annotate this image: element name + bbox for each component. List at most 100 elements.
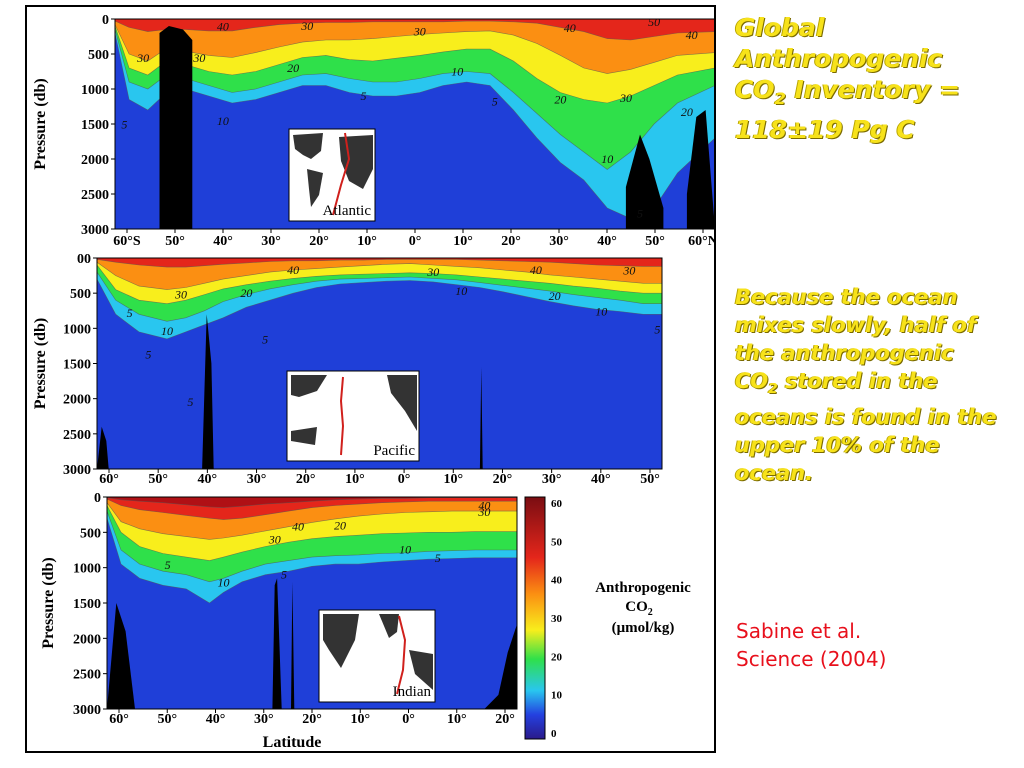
figure-frame: 40 30 30 40 50 40 30 30 20 10 5 5 20 30 20 10 5 10 5 Atlant…: [25, 5, 716, 753]
contour-label: 5: [654, 323, 660, 337]
x-tick-label: 30°: [254, 712, 274, 727]
contour-label: 40: [530, 263, 542, 277]
seafloor-ridge-1: [272, 578, 282, 709]
y-tick-label: 500: [88, 48, 109, 63]
x-tick-label: 10°: [447, 712, 467, 727]
x-tick-label: 0°: [402, 712, 415, 727]
contour-label: 20: [549, 289, 561, 303]
x-tick-label: 30°: [261, 234, 281, 249]
y-tick-label: 3000: [73, 703, 101, 718]
citation-line-2: Science (2004): [736, 647, 887, 671]
contour-band-40: [97, 258, 662, 268]
contour-label: 20: [287, 61, 299, 75]
body-line-1: Because the ocean: [735, 285, 958, 309]
contour-label: 5: [187, 395, 193, 409]
y-tick-label: 3000: [63, 463, 91, 478]
inventory-title: Global Anthropogenic CO2 Inventory = 118…: [735, 12, 1005, 145]
inset-map-indian: Indian: [318, 609, 436, 703]
contour-label: 20: [681, 105, 693, 119]
x-tick-label: 20°: [309, 234, 329, 249]
contour-label: 10: [161, 324, 173, 338]
contour-label: 40: [564, 21, 576, 35]
contour-line-10: [97, 271, 662, 322]
citation: Sabine et al. Science (2004): [736, 617, 996, 673]
x-tick-label: 50°: [645, 234, 665, 249]
x-tick-label: 40°: [213, 234, 233, 249]
colorbar-tick: 20: [551, 651, 563, 663]
body-line-2: mixes slowly, half of: [735, 313, 977, 337]
section-atlantic: 40 30 30 40 50 40 30 30 20 10 5 5 20 30 20 10 5 10 5 Atlant…: [32, 13, 714, 249]
body-line-6: upper 10% of the: [735, 433, 940, 458]
y-tick-label: 00: [77, 252, 91, 267]
contour-line-5: [97, 278, 662, 340]
contour-line-30: [107, 502, 517, 540]
x-tick-label: 30°: [247, 472, 267, 487]
contour-label: 40: [217, 20, 229, 34]
seafloor-ridge-1: [625, 134, 664, 229]
x-tick-label: 10°: [345, 472, 365, 487]
contour-label: 30: [477, 505, 490, 519]
contour-label: 10: [595, 304, 607, 318]
contour-label: 5: [492, 95, 498, 109]
colorbar-label-2: CO2: [625, 599, 653, 618]
x-tick-label: 60°: [109, 712, 129, 727]
seafloor-ridge-2: [291, 581, 295, 709]
contour-label: 20: [554, 93, 566, 107]
contour-label: 10: [451, 65, 463, 79]
citation-line-1: Sabine et al.: [736, 619, 862, 643]
contour-band-40: [115, 19, 714, 40]
contour-line-40: [115, 20, 714, 41]
x-axis-label: Latitude: [263, 734, 322, 751]
x-tick-label: 40°: [597, 234, 617, 249]
y-tick-label: 500: [80, 526, 101, 541]
seafloor-ridge-3: [484, 624, 517, 709]
y-tick-label: 1500: [81, 118, 109, 133]
x-tick-label: 10°: [357, 234, 377, 249]
y-tick-label: 1000: [73, 562, 101, 577]
contour-label: 10: [601, 152, 613, 166]
contour-line-40: [97, 259, 662, 268]
x-tick-label: 20°: [495, 712, 515, 727]
contour-line-10: [115, 29, 714, 170]
x-tick-label: 20°: [501, 234, 521, 249]
contour-line-5: [115, 32, 714, 219]
contour-label: 30: [413, 25, 426, 39]
contour-label: 40: [292, 520, 304, 534]
seafloor-ridge-2: [479, 367, 483, 469]
contour-line-40: [107, 498, 517, 520]
contour-label: 10: [455, 284, 467, 298]
contour-label: 5: [281, 568, 287, 582]
x-tick-label: 50°: [640, 472, 660, 487]
x-tick-label: 10°: [443, 472, 463, 487]
contour-band-30: [97, 258, 662, 290]
colorbar-tick: 60: [551, 498, 563, 510]
contour-label: 50: [648, 15, 660, 29]
colorbar-gradient: [524, 496, 546, 740]
seafloor-ridge-2: [686, 110, 714, 229]
colorbar-tick: 50: [551, 536, 563, 548]
x-tick-label: 60°S: [113, 234, 141, 249]
y-tick-label: 1500: [63, 358, 91, 373]
x-tick-label: 50°: [165, 234, 185, 249]
x-tick-label: 40°: [591, 472, 611, 487]
contour-label: 30: [268, 532, 281, 546]
colorbar-label-1: Anthropogenic: [595, 580, 691, 596]
body-line-3: the anthropogenic: [735, 341, 954, 365]
contour-band-50: [107, 497, 517, 508]
colorbar-label-3: (μmol/kg): [612, 620, 675, 636]
x-tick-label: 40°: [198, 472, 218, 487]
y-tick-label: 0: [102, 13, 109, 28]
x-tick-label: 10°: [350, 712, 370, 727]
x-tick-label: 50°: [157, 712, 177, 727]
contour-label: 30: [619, 91, 632, 105]
section-pacific: 40 30 40 30 30 20 10 20 10 5 10 5 5 5 5 Pacific 00 500 100…: [32, 252, 663, 487]
title-line-1: Global: [735, 13, 825, 42]
inventory-value: 118±19 Pg C: [735, 115, 915, 144]
contour-label: 5: [165, 558, 171, 572]
y-tick-label: 3000: [81, 223, 109, 238]
colorbar-tick: 30: [551, 613, 563, 625]
contour-label: 5: [121, 118, 127, 132]
